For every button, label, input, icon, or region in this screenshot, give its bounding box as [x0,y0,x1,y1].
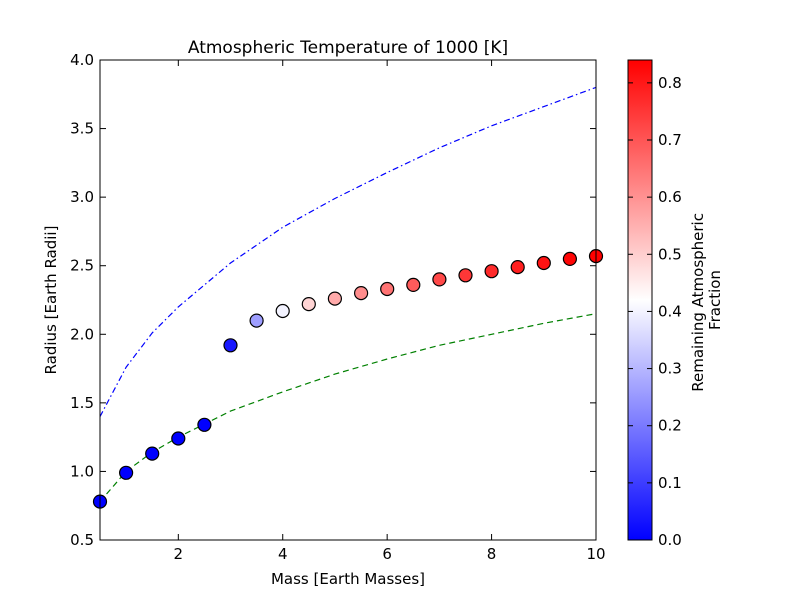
colorbar-tick-label: 0.6 [658,188,682,206]
y-tick-label: 1.0 [70,462,94,480]
y-tick-label: 0.5 [70,531,94,549]
data-point [484,264,499,279]
data-point [249,313,264,328]
colorbar-tick-label: 0.0 [658,531,682,549]
y-tick-label: 4.0 [70,51,94,69]
x-tick-label: 10 [586,545,605,563]
y-axis-ticks: 0.5 1.0 1.5 2.0 2.5 3.0 3.5 4.0 [70,51,596,549]
colorbar-tick-label: 0.4 [658,302,682,320]
data-point [171,431,186,446]
colorbar-label-line-2: Fraction [706,270,724,330]
data-point [458,268,473,283]
data-point [536,255,551,271]
colorbar-tick-label: 0.2 [658,417,682,435]
x-tick-label: 4 [278,545,288,563]
y-tick-label: 2.5 [70,257,94,275]
data-point [275,303,290,319]
data-point [380,281,395,297]
x-tick-label: 8 [487,545,497,563]
data-point [510,260,525,275]
colorbar-label: Remaining Atmospheric Fraction [689,208,724,392]
data-point [432,272,447,287]
chart-title: Atmospheric Temperature of 1000 [K] [188,38,508,58]
data-point [406,277,421,292]
data-point [327,291,342,306]
model-curves [100,86,596,502]
data-point [354,286,369,301]
colorbar-tick-label: 0.8 [658,74,682,92]
colorbar-tick-label: 0.7 [658,131,682,149]
x-axis-ticks: 2 4 6 8 10 [174,60,606,563]
x-tick-label: 6 [382,545,392,563]
y-tick-label: 1.5 [70,394,94,412]
dashdot-curve [100,86,596,417]
colorbar-ticks: 0.0 0.1 0.2 0.3 0.4 0.5 0.6 0.7 0.8 [628,74,682,549]
data-point [145,446,160,461]
data-point [223,338,238,353]
y-tick-label: 2.0 [70,325,94,343]
data-point [301,297,316,312]
plot-frame [99,59,597,541]
y-tick-label: 3.0 [70,188,94,206]
y-axis-label: Radius [Earth Radii] [42,226,60,375]
colorbar [627,59,653,541]
x-axis-label: Mass [Earth Masses] [271,570,425,588]
dashed-curve [100,313,596,502]
x-tick-label: 2 [174,545,184,563]
colorbar-tick-label: 0.5 [658,245,682,263]
data-point [562,251,578,266]
colorbar-tick-label: 0.1 [658,474,682,492]
colorbar-tick-label: 0.3 [658,360,682,378]
data-point [118,465,134,480]
data-point [197,417,212,432]
data-points [92,249,604,509]
colorbar-label-line-1: Remaining Atmospheric [689,213,707,392]
y-tick-label: 3.5 [70,120,94,138]
